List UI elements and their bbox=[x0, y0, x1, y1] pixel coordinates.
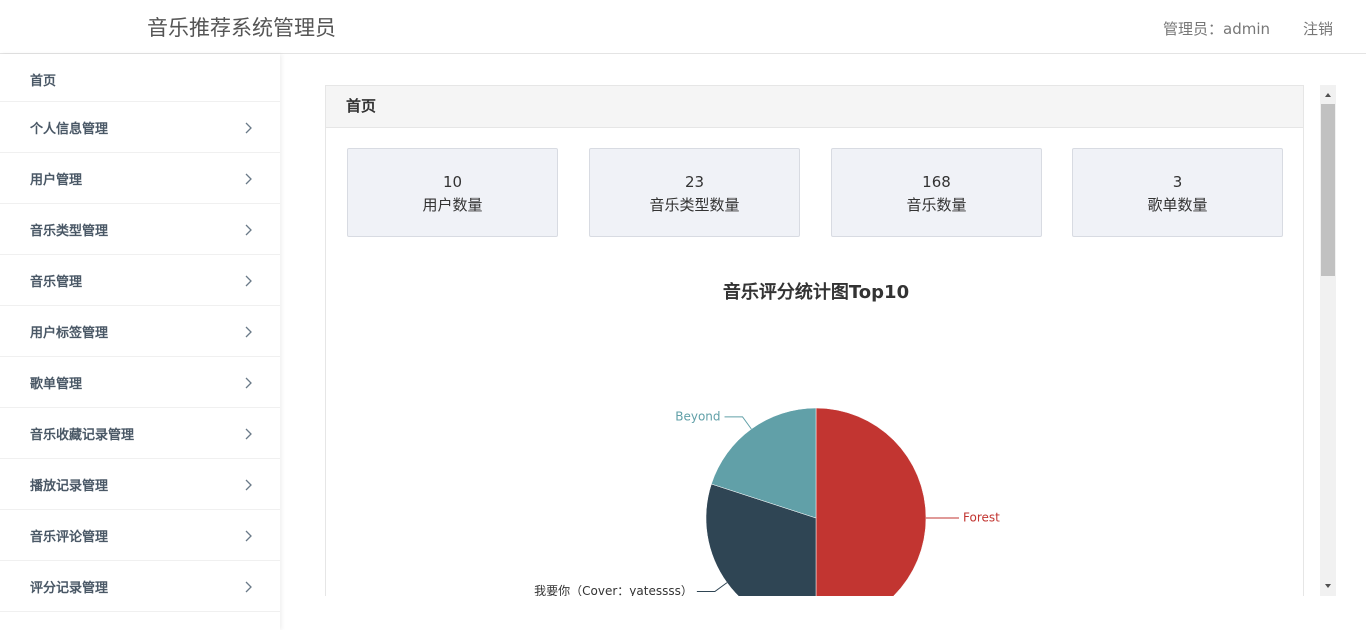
chevron bbox=[245, 581, 252, 593]
menu-label: 音乐收藏记录管理 bbox=[30, 428, 135, 443]
label-line bbox=[696, 582, 728, 592]
chevron bbox=[245, 530, 252, 542]
menu-item[interactable]: 播放记录管理 bbox=[0, 459, 280, 510]
stat-value: 3 bbox=[1172, 173, 1183, 191]
scrollbar[interactable] bbox=[1320, 85, 1336, 596]
pie-slice bbox=[815, 407, 927, 596]
sidebar: 首页个人信息管理 用户管理音乐类型管理 音乐管理用户标签管理 歌单管理音乐收藏记录管理… bbox=[0, 54, 280, 630]
menu-item[interactable]: 用户标签管理 bbox=[0, 306, 280, 357]
chevron bbox=[245, 326, 252, 338]
chevron-icon bbox=[245, 173, 252, 185]
stat-value: 23 bbox=[684, 173, 705, 191]
menu-item[interactable]: 用户管理 bbox=[0, 153, 280, 204]
chevron-icon bbox=[245, 530, 252, 542]
stat-label: 用户数量 bbox=[422, 196, 483, 214]
chevron bbox=[245, 428, 252, 440]
chevron bbox=[245, 479, 252, 491]
menu-label: 用户标签管理 bbox=[30, 326, 109, 341]
chart: 音乐评分统计图Top10 Forest 我要你（Cover：yatessss） Be… bbox=[534, 281, 1000, 596]
slice-label: Forest bbox=[963, 511, 1000, 525]
chevron bbox=[245, 122, 252, 134]
user-name: 管理员：admin bbox=[1163, 20, 1270, 38]
chevron bbox=[245, 173, 252, 185]
content-panel: 音乐评分统计图Top10 Forest 我要你（Cover：yatessss） Be… bbox=[325, 85, 1304, 596]
stat-card: 10 用户数量 bbox=[347, 148, 558, 237]
chevron bbox=[245, 275, 252, 287]
menu-item[interactable]: 音乐管理 bbox=[0, 255, 280, 306]
menu-item[interactable]: 评分记录管理 bbox=[0, 561, 280, 612]
slice-label: 我要你（Cover：yatessss） bbox=[534, 584, 693, 596]
menu-label: 音乐类型管理 bbox=[30, 224, 109, 239]
pie-slice bbox=[705, 483, 817, 596]
menu-item[interactable]: 音乐评论管理 bbox=[0, 510, 280, 561]
menu-label: 个人信息管理 bbox=[30, 122, 109, 137]
stat-label: 音乐数量 bbox=[906, 196, 967, 214]
chevron-icon bbox=[245, 224, 252, 236]
menu-item[interactable]: 歌单管理 bbox=[0, 357, 280, 408]
chevron-icon bbox=[245, 326, 252, 338]
menu-item[interactable]: 个人信息管理 bbox=[0, 102, 280, 153]
chevron-icon bbox=[245, 122, 252, 134]
menu-label: 播放记录管理 bbox=[30, 479, 109, 494]
menu-label: 评分记录管理 bbox=[30, 581, 109, 596]
stat-label: 歌单数量 bbox=[1147, 196, 1208, 214]
menu-item[interactable]: 首页 bbox=[0, 54, 280, 102]
chevron-icon bbox=[245, 479, 252, 491]
chevron-icon bbox=[245, 581, 252, 593]
stat-label: 音乐类型数量 bbox=[649, 196, 740, 214]
chevron-icon bbox=[245, 275, 252, 287]
slice-label: Beyond bbox=[675, 409, 720, 423]
menu-label: 首页 bbox=[30, 74, 57, 89]
chevron bbox=[245, 224, 252, 236]
app-title: 音乐推荐系统管理员 bbox=[147, 16, 336, 40]
menu-label: 歌单管理 bbox=[30, 377, 83, 392]
logout-link[interactable]: 注销 bbox=[1303, 20, 1334, 38]
stat-card: 23 音乐类型数量 bbox=[589, 148, 800, 237]
stat-value: 10 bbox=[442, 173, 463, 191]
pie-slice bbox=[711, 407, 817, 519]
menu-label: 用户管理 bbox=[30, 173, 83, 188]
chevron-icon bbox=[245, 428, 252, 440]
stat-value: 168 bbox=[922, 173, 951, 191]
stat-card: 168 音乐数量 bbox=[831, 148, 1042, 237]
menu-item[interactable]: 音乐类型管理 bbox=[0, 204, 280, 255]
chart-title: 音乐评分统计图Top10 bbox=[723, 281, 909, 303]
label-line bbox=[724, 416, 752, 430]
chevron-icon bbox=[245, 377, 252, 389]
stat-card: 3 歌单数量 bbox=[1072, 148, 1283, 237]
menu-item[interactable]: 音乐收藏记录管理 bbox=[0, 408, 280, 459]
menu-label: 音乐管理 bbox=[30, 275, 83, 290]
scroll-thumb[interactable] bbox=[1321, 104, 1335, 276]
scroll-arrows bbox=[1325, 93, 1331, 588]
chevron bbox=[245, 377, 252, 389]
panel-title: 首页 bbox=[326, 86, 1303, 128]
menu-label: 音乐评论管理 bbox=[30, 530, 109, 545]
top-bar: 音乐推荐系统管理员 管理员：admin 注销 bbox=[0, 0, 1366, 54]
